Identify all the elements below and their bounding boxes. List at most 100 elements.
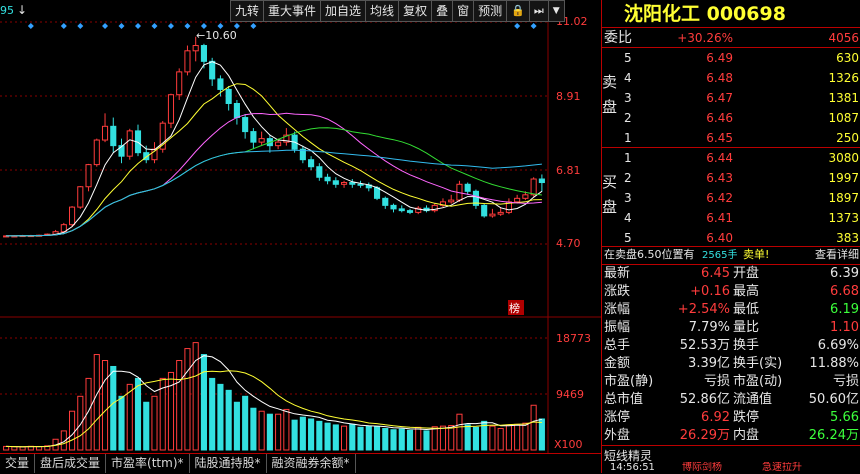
candle-body	[324, 176, 331, 182]
ask-volume: 1326	[828, 71, 859, 85]
rank-badge[interactable]: 榜	[509, 301, 520, 315]
candle-body	[184, 50, 191, 73]
volume-bar	[77, 395, 84, 451]
volume-bar	[505, 424, 512, 451]
ask-level-row[interactable]: 5 6.49 630	[602, 48, 860, 68]
candle-body	[522, 194, 529, 199]
skip-icon[interactable]: ⏭	[528, 0, 549, 22]
bid-price: 6.42	[706, 191, 733, 205]
volume-bar	[19, 446, 26, 451]
tab-volume[interactable]: 交量	[0, 454, 36, 473]
stat-row: 涨跌 +0.16 最高 6.68	[602, 283, 860, 301]
signal-diamond	[27, 23, 34, 29]
bid-level: 2	[624, 171, 632, 185]
bid-volume: 3080	[828, 151, 859, 165]
ask-level-row[interactable]: 3 6.47 1381	[602, 88, 860, 108]
volume-bar	[431, 426, 438, 451]
candle-body	[159, 122, 166, 150]
volume-bar	[200, 354, 207, 451]
candle-body	[382, 197, 389, 206]
toolbar-major-events[interactable]: 重大事件	[263, 0, 322, 22]
candle-body	[390, 204, 397, 210]
tab-after-hours-volume[interactable]: 盘后成交量	[35, 454, 107, 473]
volume-bar	[60, 430, 67, 451]
volume-bar	[538, 418, 545, 451]
volume-bar	[332, 424, 339, 451]
kline-chart[interactable]: 95 ↓ 11.02 8.91 6.81 4.70 18773 9469 X10…	[0, 0, 601, 453]
ask-level-row[interactable]: 2 6.46 1087	[602, 108, 860, 128]
candle-body	[530, 178, 537, 196]
stat-value: 6.68	[830, 284, 859, 299]
ma5-line	[6, 61, 543, 237]
toolbar-add-watchlist[interactable]: 加自选	[320, 0, 367, 22]
stat-row: 振幅 7.79% 量比 1.10	[602, 319, 860, 337]
bid-level: 1	[624, 151, 632, 165]
candle-body	[77, 186, 84, 208]
tab-pe-ttm[interactable]: 市盈率(ttm)*	[106, 454, 190, 473]
stat-label: 换手	[733, 338, 760, 353]
bid-level-row[interactable]: 2 6.43 1997	[602, 168, 860, 188]
toolbar-overlay[interactable]: 叠	[431, 0, 454, 22]
volume-bar	[225, 389, 232, 451]
volume-bar	[373, 426, 381, 451]
stock-title[interactable]: 沈阳化工 000698	[624, 3, 786, 25]
ask-level-row[interactable]: 1 6.45 250	[602, 128, 860, 148]
stat-label: 市盈(静)	[604, 374, 654, 389]
stat-row: 外盘 26.29万 内盘 26.24万	[602, 427, 860, 445]
tab-margin-balance[interactable]: 融资融券余额*	[267, 454, 356, 473]
stat-value: 26.29万	[679, 428, 730, 443]
toolbar-nine-turn[interactable]: 九转	[230, 0, 265, 22]
tab-northbound-holdings[interactable]: 陆股通持股*	[190, 454, 267, 473]
ask-price: 6.47	[706, 91, 733, 105]
volume-bar	[233, 401, 240, 451]
stat-value: 26.24万	[808, 428, 859, 443]
sprite-event: 急速拉升	[762, 462, 802, 473]
volume-bar	[291, 419, 298, 451]
candle-body	[415, 207, 422, 213]
signal-diamond	[60, 23, 67, 29]
bid-level-row[interactable]: 4 6.41 1373	[602, 208, 860, 228]
volume-bar	[423, 430, 430, 451]
down-arrow-icon[interactable]: ↓	[17, 3, 27, 17]
indicator-tabs: 交量 盘后成交量 市盈率(ttm)* 陆股通持股* 融资融券余额*	[0, 453, 601, 474]
stat-value: 50.60亿	[808, 392, 859, 407]
stat-value: 52.53万	[679, 338, 730, 353]
candle-body	[110, 125, 117, 147]
candle-body	[69, 206, 76, 226]
candle-body	[316, 166, 323, 178]
sprite-stock[interactable]: 博际剑杨	[682, 462, 722, 473]
stat-label: 流通值	[733, 392, 773, 407]
volume-bar	[151, 395, 158, 451]
sprite-header: 短线精灵	[602, 446, 860, 466]
ask-level-row[interactable]: 4 6.48 1326	[602, 68, 860, 88]
toolbar-ma[interactable]: 均线	[365, 0, 400, 22]
chevron-down-icon[interactable]: ▼	[547, 0, 565, 22]
volume-bar	[316, 420, 323, 451]
sprite-time: 14:56:51	[610, 462, 655, 473]
stat-value: +2.54%	[677, 302, 730, 317]
candle-body	[192, 45, 199, 52]
bid-level-row[interactable]: 1 6.44 3080	[602, 148, 860, 168]
volume-bar	[11, 446, 18, 451]
toolbar-window[interactable]: 窗	[452, 0, 475, 22]
stat-label: 振幅	[604, 320, 631, 335]
volume-bar	[184, 348, 191, 451]
bid-level-row[interactable]: 3 6.42 1897	[602, 188, 860, 208]
order-ratio-row: 委比 +30.26% 4056	[602, 28, 860, 48]
sprite-title[interactable]: 短线精灵	[604, 449, 653, 463]
bid-volume: 383	[836, 231, 859, 245]
stat-value: 6.19	[830, 302, 859, 317]
toolbar-forecast[interactable]: 预测	[473, 0, 508, 22]
candle-body	[217, 78, 224, 90]
volume-bar	[126, 383, 133, 451]
bid-level-row[interactable]: 5 6.40 383	[602, 228, 860, 248]
volume-bar	[415, 426, 422, 451]
lock-icon[interactable]: 🔒	[506, 0, 530, 22]
stat-label: 总手	[604, 338, 631, 353]
volume-bar	[481, 420, 488, 451]
ma10-line	[6, 83, 542, 237]
toolbar-adjust[interactable]: 复权	[398, 0, 433, 22]
view-detail-link[interactable]: 查看详细	[815, 248, 859, 261]
rank-badge-bg	[508, 300, 524, 315]
stat-label: 最新	[604, 266, 631, 281]
